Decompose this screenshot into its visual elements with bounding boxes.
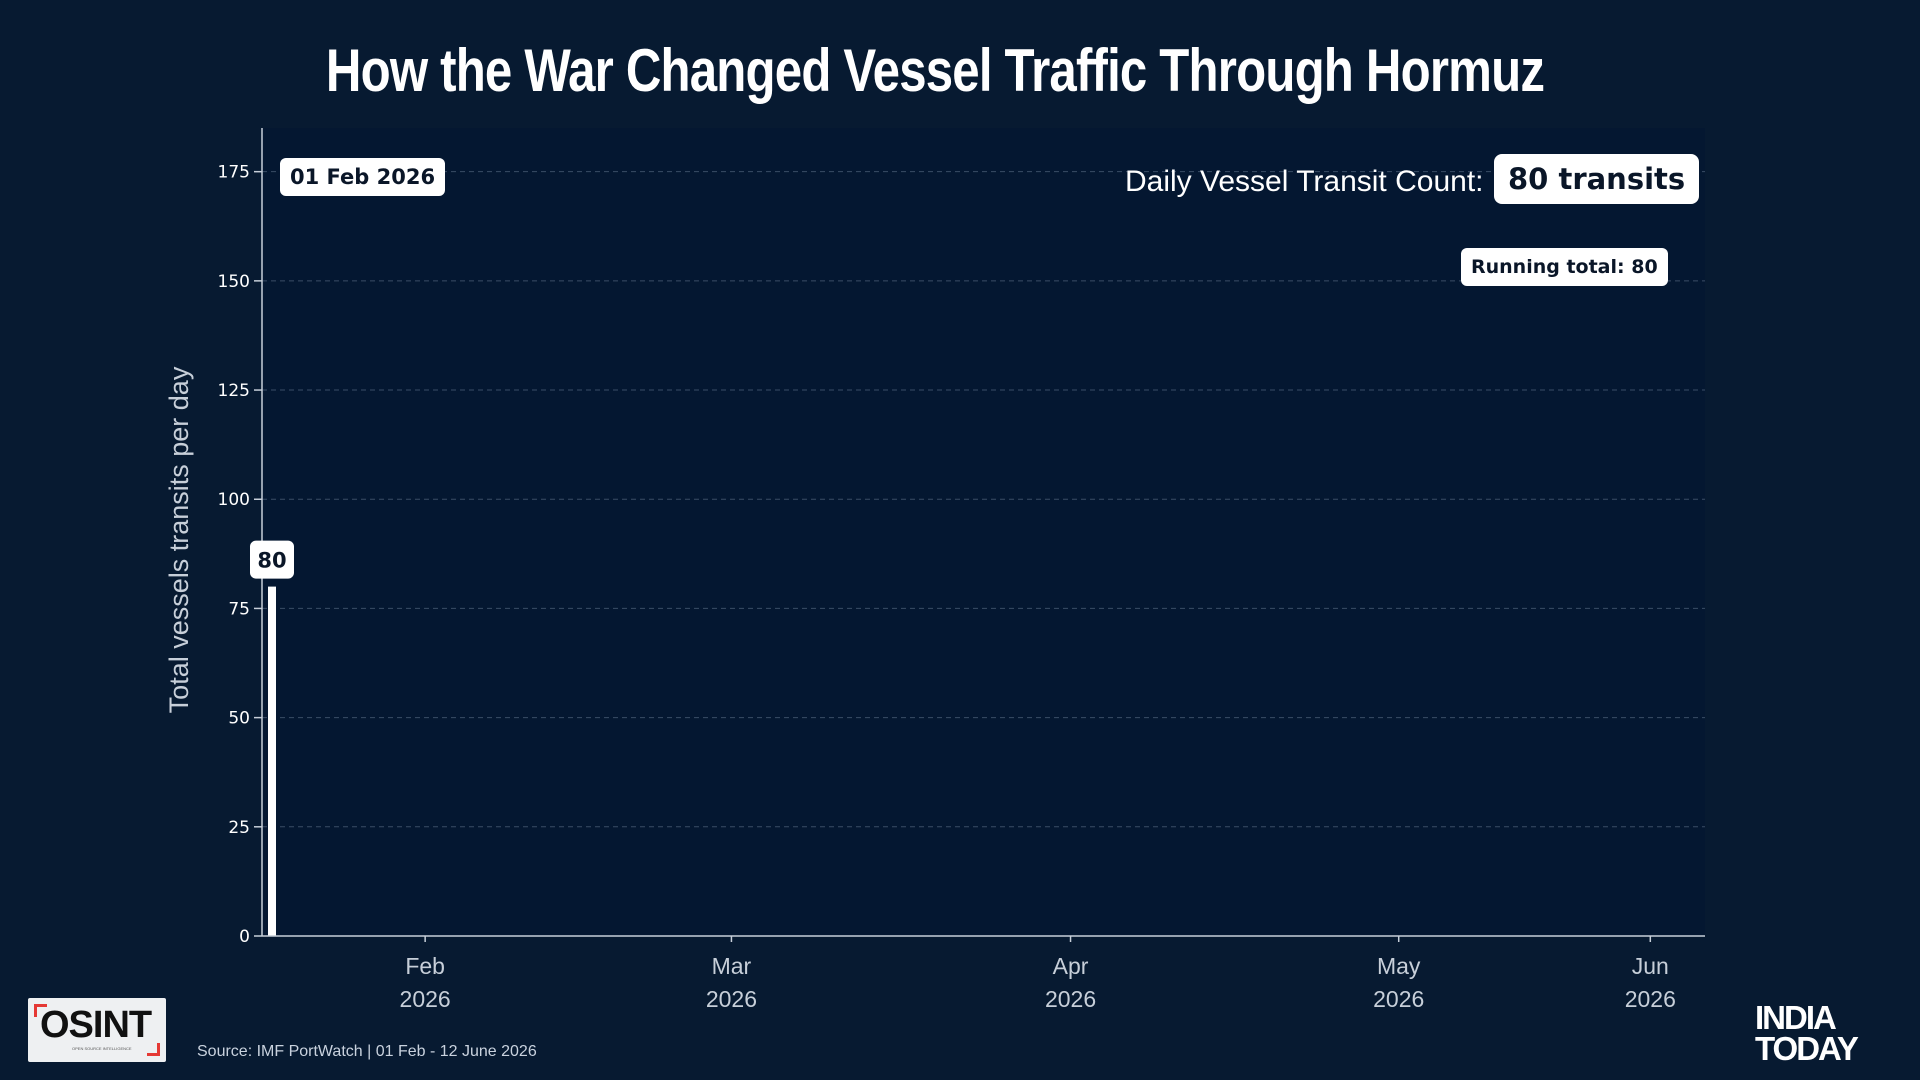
y-tick-label: 0: [239, 927, 250, 947]
india-today-logo: INDIA TODAY: [1755, 999, 1895, 1067]
x-tick-label-year: 2026: [706, 986, 757, 1012]
y-tick-label: 25: [228, 818, 250, 838]
y-tick-label: 150: [218, 272, 250, 292]
x-tick-label-month: Mar: [712, 953, 752, 979]
osint-logo-subtext: OPEN SOURCE INTELLIGENCE: [72, 1046, 132, 1051]
current-date-badge: 01 Feb 2026: [280, 158, 446, 196]
x-tick-label-year: 2026: [400, 986, 451, 1012]
x-tick-label-month: May: [1377, 953, 1421, 979]
running-total-badge: Running total: 80: [1461, 248, 1668, 286]
x-tick-label-year: 2026: [1625, 986, 1676, 1012]
daily-count-badge: 80 transits: [1494, 154, 1700, 204]
osint-corner-bottom-right: [147, 1043, 160, 1056]
x-tick-label-year: 2026: [1045, 986, 1096, 1012]
data-labels: 80: [250, 540, 294, 579]
daily-count-label: Daily Vessel Transit Count:: [1125, 165, 1484, 198]
bars: [268, 586, 276, 936]
y-tick-label: 75: [228, 599, 250, 619]
data-label: 80: [257, 549, 286, 573]
x-tick-label-month: Jun: [1632, 953, 1669, 979]
axes: [261, 128, 1705, 937]
source-note: Source: IMF PortWatch | 01 Feb - 12 June…: [197, 1043, 537, 1060]
osint-corner-top-left: [34, 1004, 47, 1017]
osint-logo-text: OSINT: [40, 1004, 152, 1046]
india-today-logo-line1: INDIA: [1755, 999, 1837, 1036]
india-today-logo-line2: TODAY: [1755, 1030, 1859, 1067]
x-tick-labels: Feb 2026 Mar 2026 Apr 2026 May 2026 Jun 2026: [400, 936, 1676, 1012]
x-tick-label-year: 2026: [1373, 986, 1424, 1012]
y-tick-labels: 0 25 50 75 100 125 150 175: [218, 163, 262, 947]
y-axis-label: Total vessels transits per day: [164, 366, 194, 713]
bar: [268, 586, 276, 936]
y-tick-label: 100: [218, 490, 250, 510]
grid-lines: [262, 171, 1705, 828]
data-label-box: [250, 540, 294, 579]
page-title: How the War Changed Vessel Traffic Throu…: [325, 37, 1545, 104]
x-tick-label-month: Feb: [405, 953, 445, 979]
x-tick-label-month: Apr: [1053, 953, 1089, 979]
osint-logo: OSINT OPEN SOURCE INTELLIGENCE: [28, 998, 166, 1062]
y-tick-label: 50: [228, 709, 250, 729]
y-tick-label: 175: [218, 163, 250, 183]
y-tick-label: 125: [218, 381, 250, 401]
